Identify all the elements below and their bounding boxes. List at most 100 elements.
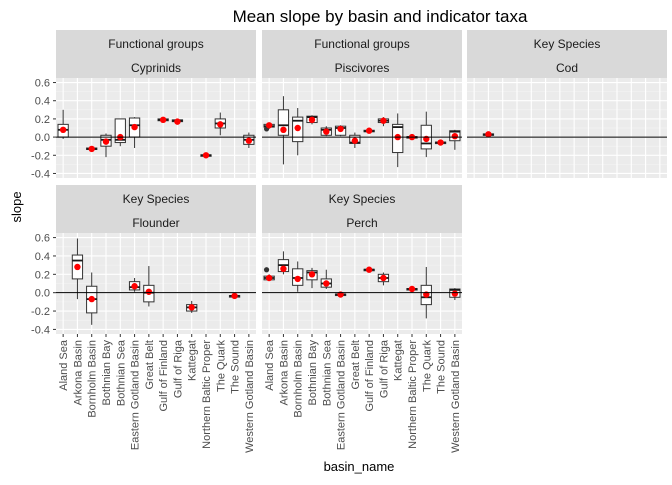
mean-point xyxy=(88,145,95,153)
box-piscivores-bothnian-sea xyxy=(320,126,332,137)
y-tick-label: -0.2 xyxy=(31,150,50,162)
x-tick-label: Great Belt xyxy=(350,340,362,390)
mean-point xyxy=(365,266,373,273)
y-tick-label: -0.4 xyxy=(31,168,50,180)
strip-label-group: Functional groups xyxy=(108,37,203,51)
x-tick-label: Gulf of Finland xyxy=(364,340,376,412)
mean-point xyxy=(280,265,287,273)
x-tick-label: Gulf of Finland xyxy=(158,340,170,412)
mean-point xyxy=(265,274,273,282)
box-cyprinids-bothnian-bay xyxy=(100,133,112,158)
mean-point xyxy=(294,275,301,283)
mean-point xyxy=(323,128,330,135)
box-body xyxy=(114,118,126,144)
panel-perch: Key Species Perch Aland Sea Arkona Basin Bor… xyxy=(262,185,462,453)
y-tick-label: -0.2 xyxy=(31,306,50,318)
y-tick-label: 0.6 xyxy=(35,233,50,245)
strip-label-taxon: Perch xyxy=(346,216,377,230)
box-cod-arkona-basin xyxy=(482,131,495,138)
mean-point xyxy=(380,274,387,282)
box-cyprinids-bornholm-basin xyxy=(86,145,98,153)
mean-point xyxy=(308,116,316,124)
box-body xyxy=(277,109,290,136)
strip-cod xyxy=(467,30,667,78)
mean-point xyxy=(145,288,153,295)
mean-point xyxy=(351,137,359,144)
y-tick-label: 0.4 xyxy=(35,251,50,263)
x-tick-label: Arkona Basin xyxy=(72,340,84,405)
box-piscivores-great-belt xyxy=(349,132,361,148)
mean-point xyxy=(337,125,344,133)
box-piscivores-western-gotland-basin xyxy=(449,129,461,150)
mean-point xyxy=(280,126,287,134)
x-tick-label: Eastern Gotland Basin xyxy=(336,340,348,450)
x-tick-label: Northern Baltic Proper xyxy=(201,340,213,449)
mean-point xyxy=(380,117,387,124)
mean-point xyxy=(59,126,67,134)
x-tick-label: Gulf of Riga xyxy=(378,339,390,398)
y-axis-title: slope xyxy=(9,191,24,222)
mean-point xyxy=(323,280,330,287)
box-piscivores-aland-sea xyxy=(263,122,275,132)
mean-point xyxy=(217,121,224,128)
strip-label-taxon: Flounder xyxy=(132,216,179,230)
x-tick-label: Bothnian Bay xyxy=(307,340,319,406)
x-axis-title: basin_name xyxy=(324,459,395,474)
mean-point xyxy=(174,118,181,125)
x-tick-label: Kattegat xyxy=(187,340,199,381)
x-tick-label: Kattegat xyxy=(393,340,405,381)
mean-point xyxy=(265,122,273,129)
mean-point xyxy=(365,127,373,134)
mean-point xyxy=(131,123,138,131)
box-perch-aland-sea xyxy=(263,267,275,282)
mean-point xyxy=(408,285,416,293)
mean-point xyxy=(231,292,238,300)
panel-piscivores: Functional groups Piscivores xyxy=(262,30,462,178)
y-tick-label: 0.6 xyxy=(35,78,50,90)
mean-point xyxy=(74,263,81,271)
x-tick-label: Great Belt xyxy=(144,340,156,390)
mean-point xyxy=(159,116,167,124)
strip-cyprinids xyxy=(56,30,256,78)
x-tick-label: Western Gotland Basin xyxy=(244,340,256,453)
box-flounder-kattegat xyxy=(186,300,198,313)
box-cyprinids-bothnian-sea xyxy=(114,118,126,147)
strip-flounder xyxy=(56,185,256,233)
box-cyprinids-northern-baltic-proper xyxy=(200,152,212,159)
mean-point xyxy=(102,138,110,145)
strip-label-group: Key Species xyxy=(123,192,190,206)
x-tick-label: Bornholm Basin xyxy=(87,340,99,418)
box-perch-gulf-of-riga xyxy=(377,272,390,286)
chart-title: Mean slope by basin and indicator taxa xyxy=(233,7,528,26)
strip-label-taxon: Piscivores xyxy=(335,61,390,75)
box-flounder-arkona-basin xyxy=(71,238,84,300)
box-piscivores-bothnian-bay xyxy=(306,115,318,125)
box-flounder-eastern-gotland-basin xyxy=(128,277,141,292)
outlier-point xyxy=(263,267,270,273)
x-tick-label: Arkona Basin xyxy=(278,340,290,405)
strip-piscivores xyxy=(262,30,462,78)
box-piscivores-gulf-of-riga xyxy=(377,117,390,127)
y-tick-label: -0.4 xyxy=(31,324,50,336)
box-piscivores-gulf-of-finland xyxy=(363,127,375,134)
mean-point xyxy=(188,304,195,311)
strip-perch xyxy=(262,185,462,233)
x-tick-label: Bothnian Bay xyxy=(101,340,113,406)
box-piscivores-bornholm-basin xyxy=(292,108,304,156)
strip-label-taxon: Cyprinids xyxy=(131,61,181,75)
x-tick-label: Bothnian Sea xyxy=(321,339,333,406)
mean-point xyxy=(202,152,210,159)
mean-point xyxy=(131,283,138,290)
box-piscivores-kattegat xyxy=(392,113,404,168)
y-tick-label: 0.2 xyxy=(35,114,50,126)
strip-label-group: Key Species xyxy=(329,192,396,206)
mean-point xyxy=(294,124,301,132)
box-cyprinids-the-quark xyxy=(214,112,226,136)
box-perch-bothnian-sea xyxy=(320,269,332,290)
panel-cod: Key Species Cod xyxy=(467,30,667,178)
y-tick-label: 0.2 xyxy=(35,269,50,281)
box-flounder-the-sound xyxy=(228,292,241,300)
x-tick-label: Bornholm Basin xyxy=(293,340,305,418)
box-cyprinids-gulf-of-finland xyxy=(157,116,169,124)
